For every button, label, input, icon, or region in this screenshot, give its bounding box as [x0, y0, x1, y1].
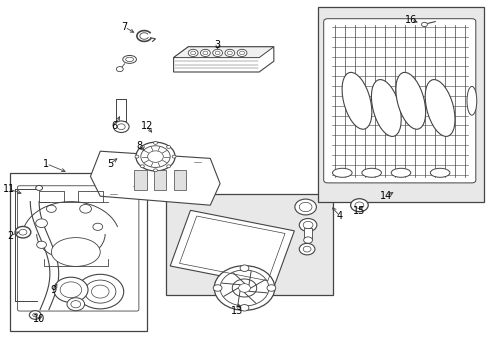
Polygon shape	[90, 151, 220, 205]
Circle shape	[153, 169, 157, 172]
Circle shape	[46, 205, 56, 212]
Text: 7: 7	[122, 22, 127, 32]
Circle shape	[54, 277, 88, 302]
Circle shape	[294, 199, 316, 215]
Bar	[154, 170, 166, 190]
Circle shape	[172, 155, 176, 158]
FancyBboxPatch shape	[323, 19, 475, 183]
Circle shape	[212, 49, 222, 57]
Circle shape	[136, 142, 175, 171]
Circle shape	[93, 223, 102, 230]
Circle shape	[224, 49, 234, 57]
Ellipse shape	[122, 55, 136, 63]
Circle shape	[153, 141, 157, 144]
Circle shape	[67, 298, 84, 311]
Circle shape	[140, 145, 144, 148]
Circle shape	[240, 265, 248, 271]
Text: 9: 9	[51, 285, 57, 295]
Text: 1: 1	[43, 159, 49, 169]
Text: 2: 2	[8, 231, 14, 241]
Circle shape	[232, 279, 256, 297]
Ellipse shape	[342, 72, 371, 129]
Polygon shape	[173, 47, 273, 72]
Text: 6: 6	[112, 121, 118, 131]
Circle shape	[350, 199, 367, 212]
Ellipse shape	[429, 168, 449, 177]
Bar	[317, 7, 483, 202]
Circle shape	[213, 285, 222, 291]
Bar	[10, 173, 146, 331]
Circle shape	[214, 266, 274, 310]
Circle shape	[77, 274, 123, 309]
Ellipse shape	[332, 168, 351, 177]
Circle shape	[29, 311, 41, 319]
Text: 3: 3	[214, 40, 220, 50]
Circle shape	[116, 67, 123, 72]
Circle shape	[135, 155, 139, 158]
Text: 10: 10	[33, 314, 45, 324]
Circle shape	[237, 49, 246, 57]
Text: 15: 15	[352, 206, 365, 216]
Circle shape	[188, 49, 198, 57]
Ellipse shape	[51, 238, 100, 266]
Circle shape	[36, 185, 42, 190]
Ellipse shape	[371, 80, 400, 136]
Ellipse shape	[425, 80, 454, 136]
Circle shape	[36, 219, 47, 228]
Text: 4: 4	[336, 211, 342, 221]
Ellipse shape	[390, 168, 410, 177]
Ellipse shape	[466, 86, 476, 115]
Text: 13: 13	[230, 306, 243, 316]
Text: 16: 16	[404, 15, 416, 25]
Text: 14: 14	[379, 191, 392, 201]
Circle shape	[299, 243, 314, 255]
Text: 11: 11	[2, 184, 15, 194]
Circle shape	[113, 121, 129, 132]
Text: 8: 8	[136, 141, 142, 151]
Bar	[173, 170, 185, 190]
Circle shape	[166, 165, 170, 168]
Ellipse shape	[361, 168, 381, 177]
Bar	[116, 99, 125, 121]
FancyBboxPatch shape	[18, 186, 139, 311]
Ellipse shape	[395, 72, 425, 129]
Bar	[166, 194, 332, 295]
Bar	[134, 170, 146, 190]
Circle shape	[166, 145, 170, 148]
Circle shape	[266, 285, 275, 291]
Polygon shape	[173, 47, 273, 58]
Circle shape	[140, 165, 144, 168]
Circle shape	[240, 305, 248, 311]
Circle shape	[421, 22, 427, 27]
Circle shape	[200, 49, 210, 57]
Circle shape	[80, 204, 91, 213]
Text: 5: 5	[107, 159, 113, 169]
Polygon shape	[170, 210, 294, 287]
Bar	[303, 228, 312, 239]
Circle shape	[37, 241, 46, 248]
Circle shape	[15, 226, 31, 238]
Text: 12: 12	[140, 121, 153, 131]
Circle shape	[299, 219, 316, 231]
Circle shape	[303, 237, 312, 243]
